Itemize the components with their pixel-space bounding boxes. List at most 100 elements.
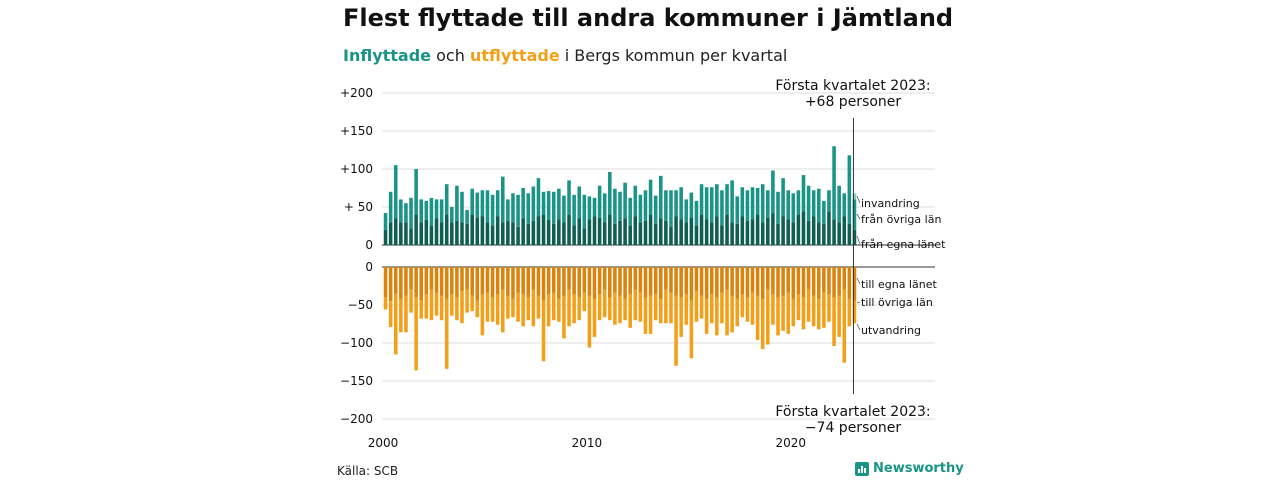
y-tick-label: 0 bbox=[365, 260, 373, 274]
bar-out-other bbox=[429, 289, 434, 321]
bar-out-own bbox=[419, 267, 424, 301]
bar-in-own bbox=[536, 216, 541, 245]
bar-out-other bbox=[557, 298, 561, 322]
bar-out-own bbox=[439, 267, 444, 296]
bar-in-own bbox=[424, 219, 429, 245]
y-tick-label: +100 bbox=[340, 162, 373, 176]
bar-out-other bbox=[393, 293, 398, 355]
bar-in-other bbox=[587, 196, 592, 220]
bar-out-own bbox=[766, 267, 770, 290]
series-label-leader bbox=[856, 213, 861, 220]
brand-logo[interactable]: Newsworthy bbox=[855, 461, 964, 476]
bar-out-other bbox=[623, 298, 627, 321]
bar-out-own bbox=[653, 267, 658, 295]
bar-in-own bbox=[450, 222, 454, 245]
subtitle-in: Inflyttade bbox=[343, 46, 432, 65]
bar-in-own bbox=[766, 217, 770, 245]
bar-in-other bbox=[664, 190, 668, 221]
bar-in-own bbox=[541, 214, 546, 245]
bar-out-own bbox=[404, 267, 408, 296]
bar-in-other bbox=[439, 199, 444, 223]
bar-in-own bbox=[439, 222, 444, 245]
bar-out-other bbox=[786, 292, 790, 334]
bar-in-own bbox=[730, 222, 734, 245]
bar-out-other bbox=[842, 289, 847, 363]
bar-out-own bbox=[434, 267, 439, 293]
bar-in-other bbox=[485, 190, 490, 223]
bar-in-other bbox=[551, 191, 556, 224]
bar-out-own bbox=[546, 267, 551, 295]
bar-in-own bbox=[618, 220, 622, 245]
bar-in-other bbox=[444, 184, 449, 215]
bar-in-own bbox=[409, 228, 413, 245]
bar-out-own bbox=[495, 267, 500, 295]
bar-out-other bbox=[526, 297, 531, 321]
bar-in-other bbox=[786, 190, 790, 220]
bar-in-other bbox=[638, 194, 643, 223]
bar-out-own bbox=[475, 267, 480, 301]
bar-out-own bbox=[669, 267, 673, 293]
bar-in-other bbox=[796, 190, 801, 215]
series-label-leader bbox=[856, 301, 861, 304]
bar-out-other bbox=[475, 300, 480, 318]
bar-out-own bbox=[837, 267, 841, 296]
bar-out-other bbox=[516, 292, 520, 322]
bar-out-other bbox=[735, 298, 740, 327]
bar-out-own bbox=[521, 267, 525, 295]
bar-out-other bbox=[684, 294, 689, 325]
bar-out-own bbox=[847, 267, 852, 299]
bar-in-own bbox=[516, 226, 520, 245]
bar-in-other bbox=[679, 187, 683, 220]
bar-in-own bbox=[755, 214, 760, 245]
bar-out-own bbox=[393, 267, 398, 294]
bar-out-other bbox=[827, 294, 831, 322]
bar-in-other bbox=[419, 199, 424, 223]
bar-in-other bbox=[771, 170, 775, 214]
bar-in-own bbox=[801, 211, 806, 245]
bar-out-own bbox=[526, 267, 531, 298]
bar-in-own bbox=[429, 226, 434, 245]
bar-out-other bbox=[832, 297, 836, 347]
bar-out-other bbox=[587, 295, 592, 348]
bar-in-own bbox=[674, 216, 678, 245]
bar-out-own bbox=[709, 267, 714, 295]
bar-in-other bbox=[806, 185, 811, 221]
bar-out-own bbox=[745, 267, 750, 298]
bar-in-other bbox=[455, 185, 459, 221]
bar-in-own bbox=[490, 225, 495, 245]
bar-out-other bbox=[801, 297, 806, 330]
bar-out-own bbox=[791, 267, 796, 299]
bar-in-other bbox=[541, 191, 546, 215]
bar-out-other bbox=[450, 294, 454, 316]
bar-out-own bbox=[582, 267, 587, 293]
bar-in-own bbox=[786, 219, 790, 245]
bar-out-own bbox=[816, 267, 821, 299]
bar-in-other bbox=[791, 193, 796, 223]
bar-out-own bbox=[592, 267, 597, 299]
bar-in-own bbox=[480, 216, 485, 245]
bar-out-other bbox=[404, 295, 408, 333]
bar-in-other bbox=[511, 193, 515, 223]
bar-out-other bbox=[638, 292, 643, 322]
bar-out-own bbox=[506, 267, 510, 296]
bar-out-other bbox=[679, 297, 683, 337]
bar-out-own bbox=[623, 267, 627, 299]
chart-subtitle: Inflyttade och utflyttade i Bergs kommun… bbox=[343, 46, 787, 65]
bar-in-own bbox=[608, 214, 612, 245]
bar-in-other bbox=[781, 178, 785, 217]
bar-in-own bbox=[832, 219, 836, 245]
bar-in-own bbox=[776, 223, 780, 245]
bar-in-own bbox=[745, 220, 750, 245]
bar-in-other bbox=[546, 191, 551, 220]
bar-out-own bbox=[781, 267, 785, 296]
bar-in-own bbox=[796, 214, 801, 245]
bar-out-own bbox=[460, 267, 464, 292]
bar-out-own bbox=[567, 267, 571, 290]
bar-out-own bbox=[414, 267, 418, 298]
bar-out-own bbox=[424, 267, 429, 295]
y-tick-label: −50 bbox=[348, 298, 373, 312]
y-tick-label: +150 bbox=[340, 124, 373, 138]
bar-in-other bbox=[709, 187, 714, 223]
bar-in-own bbox=[715, 216, 719, 245]
series-label: till egna länet bbox=[861, 278, 937, 291]
